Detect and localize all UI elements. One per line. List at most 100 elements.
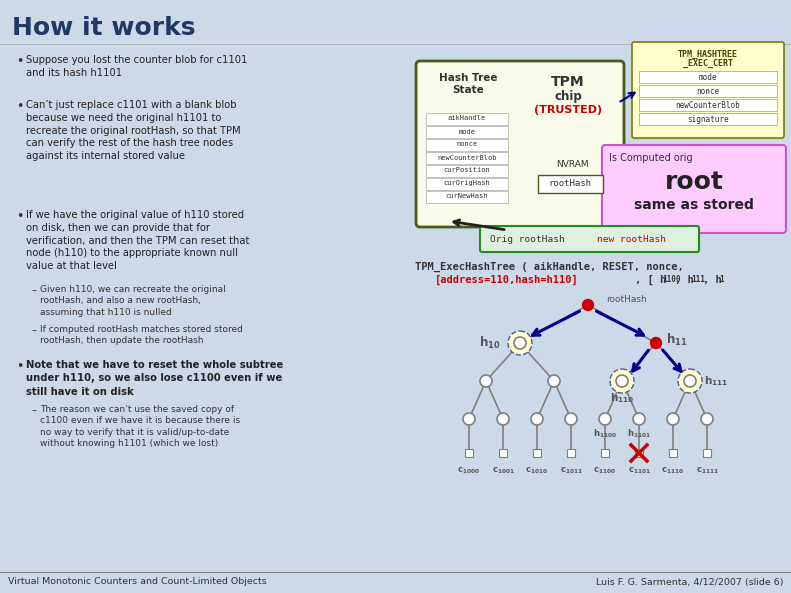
- Circle shape: [678, 369, 702, 393]
- Text: mode: mode: [698, 72, 717, 81]
- Bar: [639, 99, 777, 111]
- Text: $\mathbf{h_{111}}$: $\mathbf{h_{111}}$: [704, 374, 729, 388]
- Text: curNewHash: curNewHash: [446, 193, 488, 199]
- Bar: [426, 113, 508, 125]
- Text: $\mathbf{c_{1011}}$: $\mathbf{c_{1011}}$: [559, 465, 582, 476]
- Circle shape: [599, 413, 611, 425]
- Circle shape: [650, 337, 661, 349]
- Text: •: •: [16, 100, 24, 113]
- Text: Given h110, we can recreate the original
rootHash, and also a new rootHash,
assu: Given h110, we can recreate the original…: [40, 285, 225, 317]
- Text: root: root: [664, 170, 724, 194]
- Text: , h: , h: [703, 275, 721, 285]
- Text: same as stored: same as stored: [634, 198, 754, 212]
- Circle shape: [531, 413, 543, 425]
- Circle shape: [514, 337, 526, 349]
- Text: Suppose you lost the counter blob for c1101
and its hash h1101: Suppose you lost the counter blob for c1…: [26, 55, 248, 78]
- Text: signature: signature: [687, 114, 729, 123]
- Text: –: –: [32, 405, 37, 415]
- Text: Virtual Monotonic Counters and Count-Limited Objects: Virtual Monotonic Counters and Count-Lim…: [8, 578, 267, 586]
- Text: –: –: [32, 285, 37, 295]
- Text: $\mathbf{h_{11}}$: $\mathbf{h_{11}}$: [666, 332, 687, 348]
- FancyBboxPatch shape: [416, 61, 624, 227]
- Text: Note that we have to reset the whole subtree
under h110, so we also lose c1100 e: Note that we have to reset the whole sub…: [26, 360, 283, 396]
- Bar: [538, 175, 603, 193]
- Text: _EXEC_CERT: _EXEC_CERT: [683, 59, 733, 68]
- Text: chip: chip: [554, 90, 582, 103]
- Text: The reason we can’t use the saved copy of
c1100 even if we have it is because th: The reason we can’t use the saved copy o…: [40, 405, 240, 448]
- FancyBboxPatch shape: [632, 42, 784, 138]
- Circle shape: [633, 413, 645, 425]
- Bar: [426, 139, 508, 151]
- Text: •: •: [16, 55, 24, 68]
- Text: , [ h: , [ h: [635, 275, 666, 285]
- Text: $\mathbf{c_{1111}}$: $\mathbf{c_{1111}}$: [695, 465, 718, 476]
- FancyBboxPatch shape: [602, 145, 786, 233]
- Text: aikHandle: aikHandle: [448, 116, 486, 122]
- Circle shape: [480, 375, 492, 387]
- Circle shape: [667, 413, 679, 425]
- Text: $\mathbf{c_{1010}}$: $\mathbf{c_{1010}}$: [525, 465, 548, 476]
- Bar: [426, 126, 508, 138]
- Text: Orig rootHash: Orig rootHash: [490, 234, 565, 244]
- Circle shape: [548, 375, 560, 387]
- Text: $\mathbf{c_{1100}}$: $\mathbf{c_{1100}}$: [593, 465, 616, 476]
- Text: 1100: 1100: [662, 275, 680, 284]
- Text: still have it on disk: still have it on disk: [26, 387, 134, 397]
- Circle shape: [684, 375, 696, 387]
- Text: $\mathbf{c_{1101}}$: $\mathbf{c_{1101}}$: [627, 465, 650, 476]
- Bar: [669, 449, 677, 457]
- Text: $\mathbf{h_{10}}$: $\mathbf{h_{10}}$: [479, 335, 500, 351]
- FancyBboxPatch shape: [480, 226, 699, 252]
- Text: 1: 1: [719, 275, 724, 284]
- Circle shape: [701, 413, 713, 425]
- Text: If we have the original value of h110 stored
on disk, then we can provide that f: If we have the original value of h110 st…: [26, 210, 249, 271]
- Text: $\mathbf{h_{110}}$: $\mathbf{h_{110}}$: [610, 391, 634, 405]
- Bar: [601, 449, 609, 457]
- Text: new rootHash: new rootHash: [597, 234, 666, 244]
- Circle shape: [463, 413, 475, 425]
- Text: If computed rootHash matches stored stored
rootHash, then update the rootHash: If computed rootHash matches stored stor…: [40, 325, 243, 346]
- Bar: [533, 449, 541, 457]
- Text: $\mathbf{h_{1101}}$: $\mathbf{h_{1101}}$: [627, 428, 651, 441]
- Text: •: •: [16, 210, 24, 223]
- Text: curPosition: curPosition: [444, 167, 490, 174]
- Text: , h: , h: [675, 275, 694, 285]
- Bar: [703, 449, 711, 457]
- Text: nonce: nonce: [456, 142, 478, 148]
- Text: rootHash: rootHash: [548, 180, 592, 189]
- Bar: [639, 113, 777, 125]
- Bar: [426, 191, 508, 203]
- Circle shape: [508, 331, 532, 355]
- Text: NVRAM: NVRAM: [556, 160, 589, 169]
- Circle shape: [610, 369, 634, 393]
- Bar: [426, 178, 508, 190]
- Circle shape: [497, 413, 509, 425]
- Text: nonce: nonce: [696, 87, 720, 95]
- Text: Is Computed orig: Is Computed orig: [609, 153, 693, 163]
- Text: $\mathbf{h_{1100}}$: $\mathbf{h_{1100}}$: [593, 428, 617, 441]
- Text: $\mathbf{c_{1001}}$: $\mathbf{c_{1001}}$: [491, 465, 514, 476]
- Text: Luis F. G. Sarmenta, 4/12/2007 (slide 6): Luis F. G. Sarmenta, 4/12/2007 (slide 6): [596, 578, 783, 586]
- Text: (TRUSTED): (TRUSTED): [534, 105, 602, 115]
- Bar: [567, 449, 575, 457]
- Text: $\mathbf{c_{1000}}$: $\mathbf{c_{1000}}$: [457, 465, 480, 476]
- Text: 111: 111: [691, 275, 705, 284]
- Text: TPM_HASHTREE: TPM_HASHTREE: [678, 50, 738, 59]
- Bar: [639, 85, 777, 97]
- Text: mode: mode: [459, 129, 475, 135]
- Bar: [499, 449, 507, 457]
- Bar: [426, 152, 508, 164]
- Text: •: •: [16, 360, 24, 373]
- Circle shape: [616, 375, 628, 387]
- Text: rootHash: rootHash: [606, 295, 647, 304]
- Text: [address=110,hash=h110]: [address=110,hash=h110]: [435, 275, 579, 285]
- Text: State: State: [452, 85, 484, 95]
- Bar: [639, 71, 777, 83]
- Text: TPM_ExecHashTree ( aikHandle, RESET, nonce,: TPM_ExecHashTree ( aikHandle, RESET, non…: [415, 262, 683, 272]
- Text: newCounterBlob: newCounterBlob: [676, 100, 740, 110]
- Text: –: –: [32, 325, 37, 335]
- Text: curOrigHash: curOrigHash: [444, 180, 490, 187]
- Text: How it works: How it works: [12, 16, 195, 40]
- Text: TPM: TPM: [551, 75, 585, 89]
- Bar: [465, 449, 473, 457]
